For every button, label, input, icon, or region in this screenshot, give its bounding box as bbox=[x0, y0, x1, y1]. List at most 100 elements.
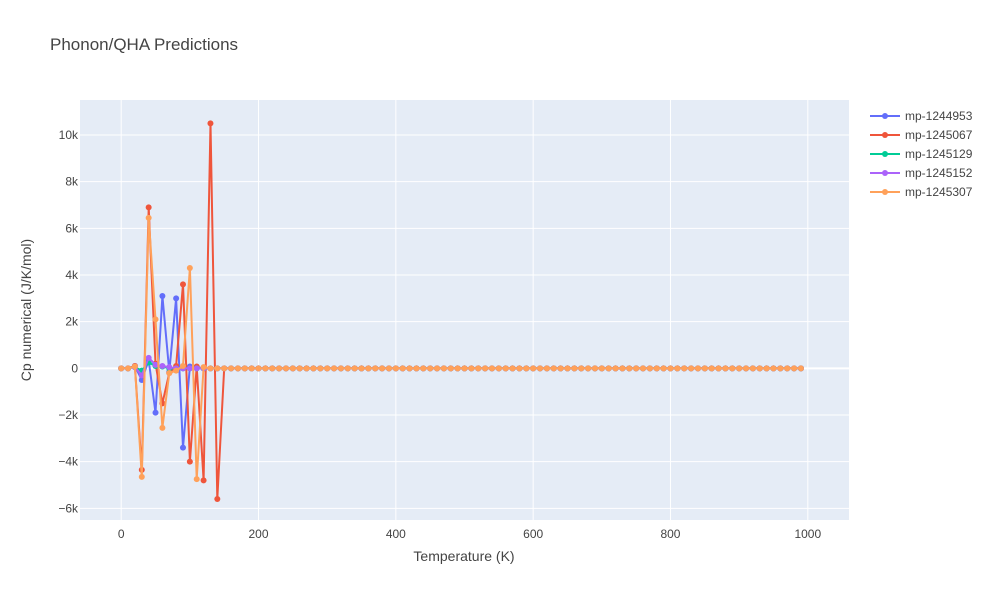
data-point bbox=[152, 361, 159, 368]
data-point bbox=[255, 365, 262, 372]
x-tick-label: 0 bbox=[118, 527, 125, 541]
y-axis-title: Cp numerical (J/K/mol) bbox=[18, 239, 34, 381]
data-point bbox=[708, 365, 715, 372]
data-point bbox=[159, 293, 166, 299]
data-point bbox=[200, 477, 207, 484]
data-point bbox=[585, 365, 592, 372]
data-point bbox=[530, 365, 537, 372]
data-point bbox=[193, 476, 200, 483]
legend-item-mp-1245129[interactable]: mp-1245129 bbox=[870, 147, 973, 161]
data-point bbox=[591, 365, 598, 372]
data-point bbox=[358, 365, 365, 372]
data-point bbox=[488, 365, 495, 372]
series-line bbox=[121, 217, 801, 480]
data-point bbox=[715, 365, 722, 372]
data-point bbox=[633, 365, 640, 372]
data-point bbox=[379, 365, 386, 372]
data-point bbox=[653, 365, 660, 372]
data-point bbox=[399, 365, 406, 372]
data-point bbox=[667, 365, 674, 372]
data-point bbox=[701, 365, 708, 372]
data-point bbox=[310, 365, 317, 372]
data-point bbox=[578, 365, 585, 372]
data-point bbox=[681, 365, 688, 372]
data-point bbox=[145, 354, 152, 361]
data-point bbox=[756, 365, 763, 372]
data-point bbox=[214, 496, 221, 502]
legend-item-mp-1245067[interactable]: mp-1245067 bbox=[870, 128, 973, 142]
legend-label: mp-1245129 bbox=[905, 147, 973, 161]
data-point bbox=[482, 365, 489, 372]
data-point bbox=[372, 365, 379, 372]
data-point bbox=[186, 458, 193, 465]
y-tick-label: 8k bbox=[65, 175, 79, 189]
y-tick-label: −2k bbox=[58, 408, 79, 422]
data-point bbox=[612, 365, 619, 372]
data-point bbox=[262, 365, 269, 372]
legend-swatch-marker bbox=[882, 113, 888, 119]
data-point bbox=[619, 365, 626, 372]
data-point bbox=[797, 365, 804, 372]
data-point bbox=[694, 365, 701, 372]
data-point bbox=[214, 365, 221, 372]
data-point bbox=[434, 365, 441, 372]
legend-label: mp-1244953 bbox=[905, 109, 973, 123]
data-point bbox=[317, 365, 324, 372]
data-point bbox=[296, 365, 303, 372]
y-tick-label: −6k bbox=[58, 501, 79, 515]
y-tick-label: 0 bbox=[71, 361, 78, 375]
data-point bbox=[784, 365, 791, 372]
data-point bbox=[557, 365, 564, 372]
data-point bbox=[193, 365, 200, 372]
x-tick-label: 600 bbox=[523, 527, 543, 541]
legend-item-mp-1245152[interactable]: mp-1245152 bbox=[870, 166, 973, 180]
data-point bbox=[571, 365, 578, 372]
legend-item-mp-1245307[interactable]: mp-1245307 bbox=[870, 185, 973, 199]
data-point bbox=[131, 363, 138, 370]
data-point bbox=[688, 365, 695, 372]
legend-label: mp-1245067 bbox=[905, 128, 973, 142]
data-point bbox=[427, 365, 434, 372]
data-point bbox=[276, 365, 283, 372]
data-point bbox=[234, 365, 241, 372]
data-point bbox=[392, 365, 399, 372]
data-point bbox=[344, 365, 351, 372]
data-point bbox=[228, 365, 235, 372]
data-point bbox=[152, 316, 159, 323]
series-layer bbox=[118, 120, 804, 502]
chart-title: Phonon/QHA Predictions bbox=[50, 35, 238, 54]
data-point bbox=[722, 365, 729, 372]
plot-background bbox=[80, 100, 849, 520]
data-point bbox=[337, 365, 344, 372]
data-point bbox=[475, 365, 482, 372]
data-point bbox=[186, 265, 193, 271]
data-point bbox=[791, 365, 798, 372]
series-mp-1245307 bbox=[118, 214, 804, 483]
legend[interactable]: mp-1244953 mp-1245067 mp-1245129 mp-1245152… bbox=[870, 109, 973, 199]
y-tick-label: 4k bbox=[65, 268, 79, 282]
x-axis-title: Temperature (K) bbox=[413, 548, 514, 564]
data-point bbox=[125, 365, 132, 372]
data-point bbox=[179, 444, 186, 451]
data-point bbox=[166, 364, 173, 371]
legend-item-mp-1244953[interactable]: mp-1244953 bbox=[870, 109, 973, 123]
data-point bbox=[440, 365, 447, 372]
data-point bbox=[543, 365, 550, 372]
data-point bbox=[138, 473, 145, 480]
data-point bbox=[413, 365, 420, 372]
data-point bbox=[626, 365, 633, 372]
data-point bbox=[770, 365, 777, 372]
y-tick-label: −4k bbox=[58, 455, 79, 469]
data-point bbox=[763, 365, 770, 372]
data-point bbox=[282, 365, 289, 372]
data-point bbox=[729, 365, 736, 372]
data-point bbox=[173, 295, 180, 302]
x-tick-label: 200 bbox=[249, 527, 269, 541]
data-point bbox=[447, 365, 454, 372]
data-point bbox=[324, 365, 331, 372]
data-point bbox=[145, 204, 152, 211]
data-point bbox=[166, 370, 173, 376]
data-point bbox=[605, 365, 612, 372]
data-point bbox=[138, 372, 145, 379]
